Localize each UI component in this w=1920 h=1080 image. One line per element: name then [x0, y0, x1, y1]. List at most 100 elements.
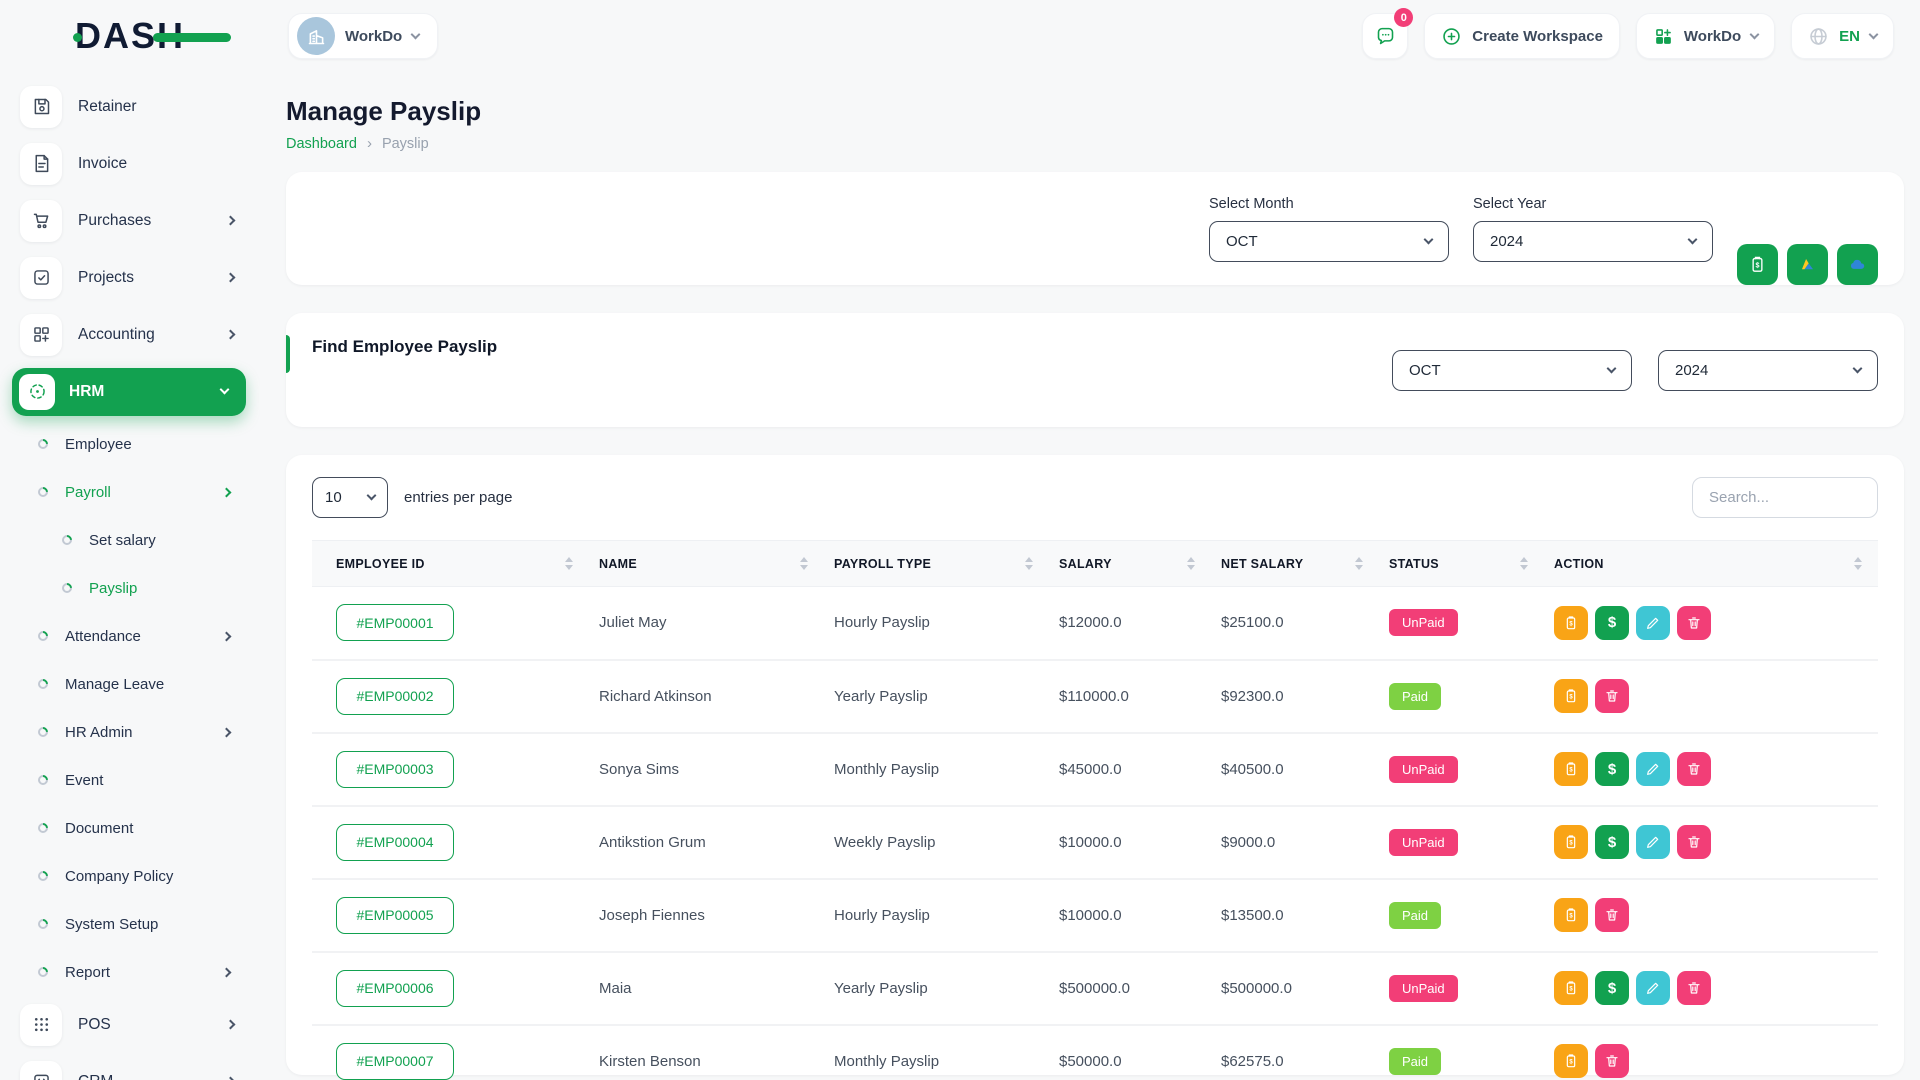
delete-payslip-button[interactable]: [1677, 752, 1711, 786]
payslip-detail-button[interactable]: $: [1554, 752, 1588, 786]
find-month-select[interactable]: OCT: [1392, 349, 1632, 391]
column-header-status[interactable]: STATUS: [1379, 540, 1544, 587]
delete-payslip-button[interactable]: [1677, 605, 1711, 640]
employee-id-badge[interactable]: #EMP00002: [336, 677, 454, 715]
sidebar-item-company-policy[interactable]: Company Policy: [0, 852, 260, 900]
edit-payslip-button[interactable]: [1636, 971, 1670, 1005]
svg-text:$: $: [1569, 986, 1573, 992]
sidebar-item-purchases[interactable]: Purchases: [0, 192, 260, 249]
make-payment-button[interactable]: $: [1595, 971, 1629, 1005]
breadcrumb-dashboard-link[interactable]: Dashboard: [286, 135, 357, 152]
onedrive-export-button[interactable]: [1837, 244, 1878, 285]
trash-icon: [1688, 982, 1700, 994]
edit-payslip-button[interactable]: [1636, 825, 1670, 859]
sidebar-item-invoice[interactable]: Invoice: [0, 135, 260, 192]
payroll-type: Yearly Payslip: [824, 659, 1049, 734]
sidebar-item-hrm[interactable]: HRM: [0, 363, 260, 420]
messages-button[interactable]: 0: [1362, 8, 1414, 59]
cart-icon: [20, 199, 62, 242]
trash-icon: [1688, 836, 1700, 848]
create-workspace-button[interactable]: Create Workspace: [1424, 13, 1620, 59]
cloud-icon: [1850, 259, 1865, 269]
select-month-label: Select Month: [1209, 195, 1294, 212]
sidebar-item-pos[interactable]: POS: [0, 996, 260, 1053]
column-header-salary[interactable]: SALARY: [1049, 540, 1211, 587]
payslip-detail-button[interactable]: $: [1554, 1044, 1588, 1078]
sidebar-item-manage-leave[interactable]: Manage Leave: [0, 660, 260, 708]
sidebar-item-document[interactable]: Document: [0, 804, 260, 852]
employee-id-badge[interactable]: #EMP00007: [336, 1042, 454, 1080]
status-badge: UnPaid: [1389, 609, 1458, 637]
table-header-row: EMPLOYEE ID NAME PAYROLL TYPE SALARY NET…: [312, 540, 1878, 587]
delete-payslip-button[interactable]: [1595, 679, 1629, 713]
employee-id-badge[interactable]: #EMP00005: [336, 896, 454, 934]
bulk-payslip-button[interactable]: $: [1737, 244, 1778, 285]
month-select[interactable]: OCT: [1209, 220, 1449, 262]
sidebar-item-system-setup[interactable]: System Setup: [0, 900, 260, 948]
trash-icon: [1688, 763, 1700, 775]
payslip-detail-button[interactable]: $: [1554, 825, 1588, 859]
edit-payslip-button[interactable]: [1636, 752, 1670, 786]
google-drive-export-button[interactable]: [1787, 244, 1828, 285]
sidebar-item-payroll[interactable]: Payroll: [0, 468, 260, 516]
svg-text:$: $: [1569, 767, 1573, 773]
sidebar-item-projects[interactable]: Projects: [0, 249, 260, 306]
sidebar-item-retainer[interactable]: Retainer: [0, 78, 260, 135]
make-payment-button[interactable]: $: [1595, 752, 1629, 786]
sidebar-item-crm[interactable]: CRM: [0, 1053, 260, 1080]
net-salary: $500000.0: [1211, 951, 1379, 1026]
table-row: #EMP00006 Maia Yearly Payslip $500000.0 …: [312, 951, 1878, 1026]
salary: $500000.0: [1049, 951, 1211, 1026]
sidebar-item-accounting[interactable]: Accounting: [0, 306, 260, 363]
chevron-down-icon: [1749, 29, 1760, 39]
payslip-detail-button[interactable]: $: [1554, 679, 1588, 713]
payslip-detail-button[interactable]: $: [1554, 971, 1588, 1005]
breadcrumb: Dashboard › Payslip: [286, 135, 1904, 152]
sidebar-item-event[interactable]: Event: [0, 756, 260, 804]
delete-payslip-button[interactable]: [1595, 898, 1629, 932]
employee-name: Joseph Fiennes: [589, 878, 824, 953]
delete-payslip-button[interactable]: [1677, 825, 1711, 859]
column-header-action[interactable]: ACTION: [1544, 540, 1878, 587]
sidebar-item-set-salary[interactable]: Set salary: [0, 516, 260, 564]
make-payment-button[interactable]: $: [1595, 825, 1629, 859]
column-header-name[interactable]: NAME: [589, 540, 824, 587]
net-salary: $25100.0: [1211, 586, 1379, 661]
sidebar-item-payslip[interactable]: Payslip: [0, 564, 260, 612]
entries-per-page-select[interactable]: 10: [312, 477, 388, 518]
search-input[interactable]: [1692, 477, 1878, 518]
column-header-employee-id[interactable]: EMPLOYEE ID: [312, 540, 589, 587]
workdo-apps-dropdown[interactable]: WorkDo: [1635, 13, 1776, 59]
edit-payslip-button[interactable]: [1636, 605, 1670, 640]
employee-id-badge[interactable]: #EMP00006: [336, 969, 454, 1007]
employee-id-badge[interactable]: #EMP00001: [336, 604, 454, 642]
globe-icon: [1810, 27, 1827, 45]
make-payment-button[interactable]: $: [1595, 605, 1629, 640]
sidebar-item-hr-admin[interactable]: HR Admin: [0, 708, 260, 756]
bullet-icon: [35, 868, 51, 884]
find-year-select[interactable]: 2024: [1658, 349, 1878, 391]
delete-payslip-button[interactable]: [1677, 971, 1711, 1005]
workspace-selector[interactable]: WorkDo: [288, 13, 439, 59]
sidebar-item-report[interactable]: Report: [0, 948, 260, 996]
year-select[interactable]: 2024: [1473, 220, 1713, 262]
dollar-icon: $: [1607, 760, 1617, 778]
status-badge: UnPaid: [1389, 828, 1458, 856]
sidebar-item-attendance[interactable]: Attendance: [0, 612, 260, 660]
svg-text:$: $: [1569, 913, 1573, 919]
employee-id-badge[interactable]: #EMP00004: [336, 823, 454, 861]
column-header-payroll-type[interactable]: PAYROLL TYPE: [824, 540, 1049, 587]
building-icon: [297, 17, 335, 55]
payslip-detail-button[interactable]: $: [1554, 605, 1588, 640]
payslip-detail-button[interactable]: $: [1554, 898, 1588, 932]
payroll-type: Monthly Payslip: [824, 1024, 1049, 1080]
employee-id-badge[interactable]: #EMP00003: [336, 750, 454, 788]
language-selector[interactable]: EN: [1791, 13, 1894, 59]
trash-icon: [1606, 909, 1618, 921]
chevron-right-icon: [221, 727, 232, 737]
sidebar-item-employee[interactable]: Employee: [0, 420, 260, 468]
column-header-net-salary[interactable]: NET SALARY: [1211, 540, 1379, 587]
google-drive-icon: [1801, 258, 1814, 270]
app-logo[interactable]: DASH: [72, 18, 231, 54]
delete-payslip-button[interactable]: [1595, 1044, 1629, 1078]
